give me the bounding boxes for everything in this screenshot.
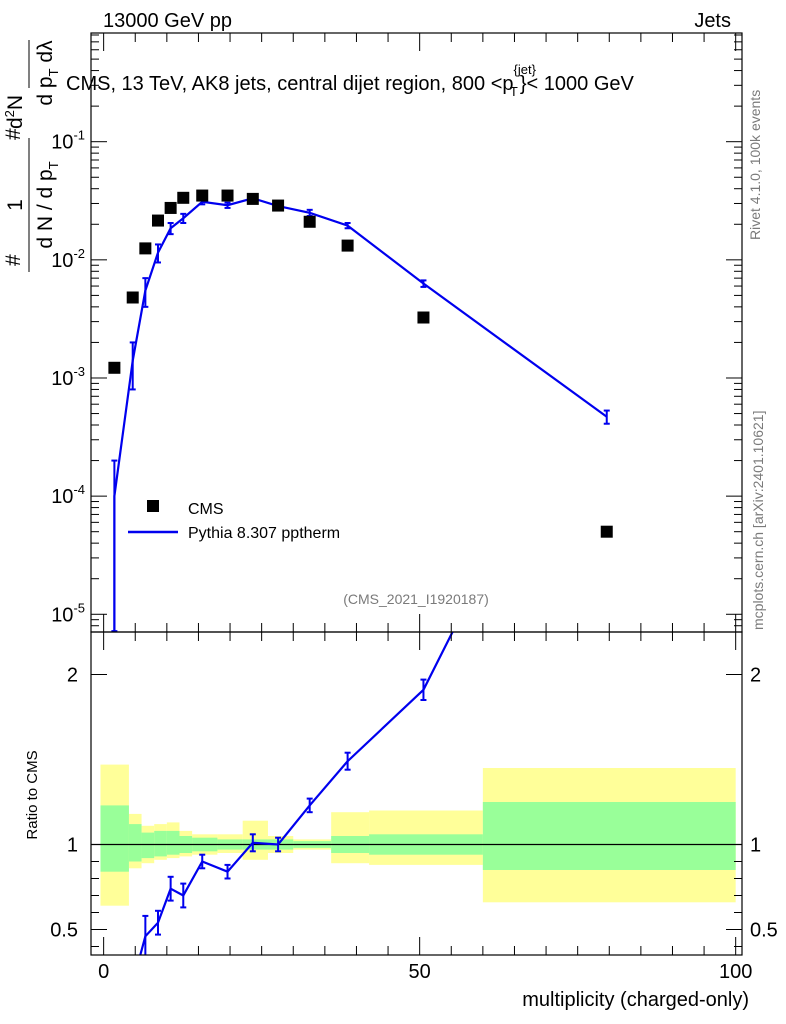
- plot-title-sub: T: [510, 84, 518, 99]
- x-tick-label: 100: [719, 961, 752, 983]
- main-frame: [90, 32, 743, 633]
- cms-data-point: [272, 199, 285, 212]
- y-title-d2n: d2N: [2, 95, 27, 129]
- cms-data-point: [600, 525, 613, 538]
- y-tick-label: 10-5: [51, 600, 85, 626]
- main-y-axis-title: 1 d N / d pT # d2N d pT dλ #: [2, 40, 61, 272]
- ratio-tick-label-left: 2: [67, 665, 78, 687]
- cms-data-point: [126, 291, 139, 304]
- cms-data-point: [246, 192, 259, 205]
- plot-title-tail: }< 1000 GeV: [520, 73, 635, 95]
- analysis-id: (CMS_2021_I1920187): [343, 591, 489, 607]
- legend: CMS Pythia 8.307 pptherm: [128, 500, 340, 542]
- ratio-tick-label-right: 2: [750, 665, 761, 687]
- main-panel: 10-5 10-4 10-3 10-2 10-1: [51, 32, 743, 633]
- x-tick-label: 50: [409, 961, 431, 983]
- uncertainty-band-inner: [100, 805, 129, 872]
- ratio-mc-line: [139, 632, 454, 955]
- y-tick-label: 10-3: [51, 364, 85, 390]
- x-axis-title: multiplicity (charged-only): [522, 989, 749, 1011]
- cms-data-point: [151, 214, 164, 227]
- ratio-panel: 0.5 0.5 1 1 2 2 0 50 100: [50, 631, 778, 983]
- legend-mc-label: Pythia 8.307 pptherm: [188, 525, 340, 542]
- cms-data-point: [177, 191, 190, 204]
- uncertainty-band-inner: [141, 832, 155, 859]
- y-title-hash-mid: #: [2, 128, 25, 140]
- plot-title-main: CMS, 13 TeV, AK8 jets, central dijet reg…: [66, 73, 514, 95]
- cms-data-point: [164, 201, 177, 214]
- uncertainty-band-inner: [128, 824, 142, 862]
- y-title-denominator: d N / d pT: [34, 161, 61, 248]
- rivet-version-label: Rivet 4.1.0, 100k events: [747, 90, 763, 240]
- uncertainty-band-inner: [482, 802, 736, 870]
- y-tick-label: 10-4: [51, 482, 85, 508]
- cms-data-point: [196, 189, 209, 202]
- ratio-tick-label-right: 1: [750, 835, 761, 857]
- mc-line: [113, 197, 608, 632]
- cms-data-point: [139, 242, 152, 255]
- cms-data-point: [417, 311, 430, 324]
- uncertainty-band-inner: [154, 830, 167, 857]
- header-energy-label: 13000 GeV pp: [103, 10, 232, 32]
- ratio-tick-label-right: 0.5: [750, 920, 778, 942]
- y-title-hash-left: #: [2, 254, 25, 266]
- cms-data-point: [341, 239, 354, 252]
- ratio-frame: [90, 631, 743, 956]
- plot-title: CMS, 13 TeV, AK8 jets, central dijet reg…: [66, 62, 635, 99]
- ratio-tick-label-left: 1: [67, 835, 78, 857]
- cms-data-point: [108, 361, 121, 374]
- y-tick-label: 10-2: [51, 246, 85, 272]
- legend-data-label: CMS: [188, 501, 224, 518]
- y-tick-label: 10-1: [51, 128, 85, 154]
- plot-title-sup: {jet}: [514, 62, 537, 77]
- ratio-y-axis-title: Ratio to CMS: [24, 750, 41, 839]
- cms-data-point: [303, 215, 316, 228]
- y-title-inner-denominator: d pT dλ: [34, 40, 61, 106]
- header-jets-label: Jets: [694, 10, 731, 32]
- legend-data-marker: [147, 500, 159, 512]
- cms-data-point: [221, 189, 234, 202]
- mcplots-label: mcplots.cern.ch [arXiv:2401.10621]: [750, 411, 766, 630]
- x-tick-label: 0: [98, 961, 109, 983]
- ratio-content: [91, 632, 742, 955]
- ratio-tick-label-left: 0.5: [50, 920, 78, 942]
- uncertainty-band-inner: [166, 830, 180, 855]
- y-title-one: 1: [4, 199, 27, 211]
